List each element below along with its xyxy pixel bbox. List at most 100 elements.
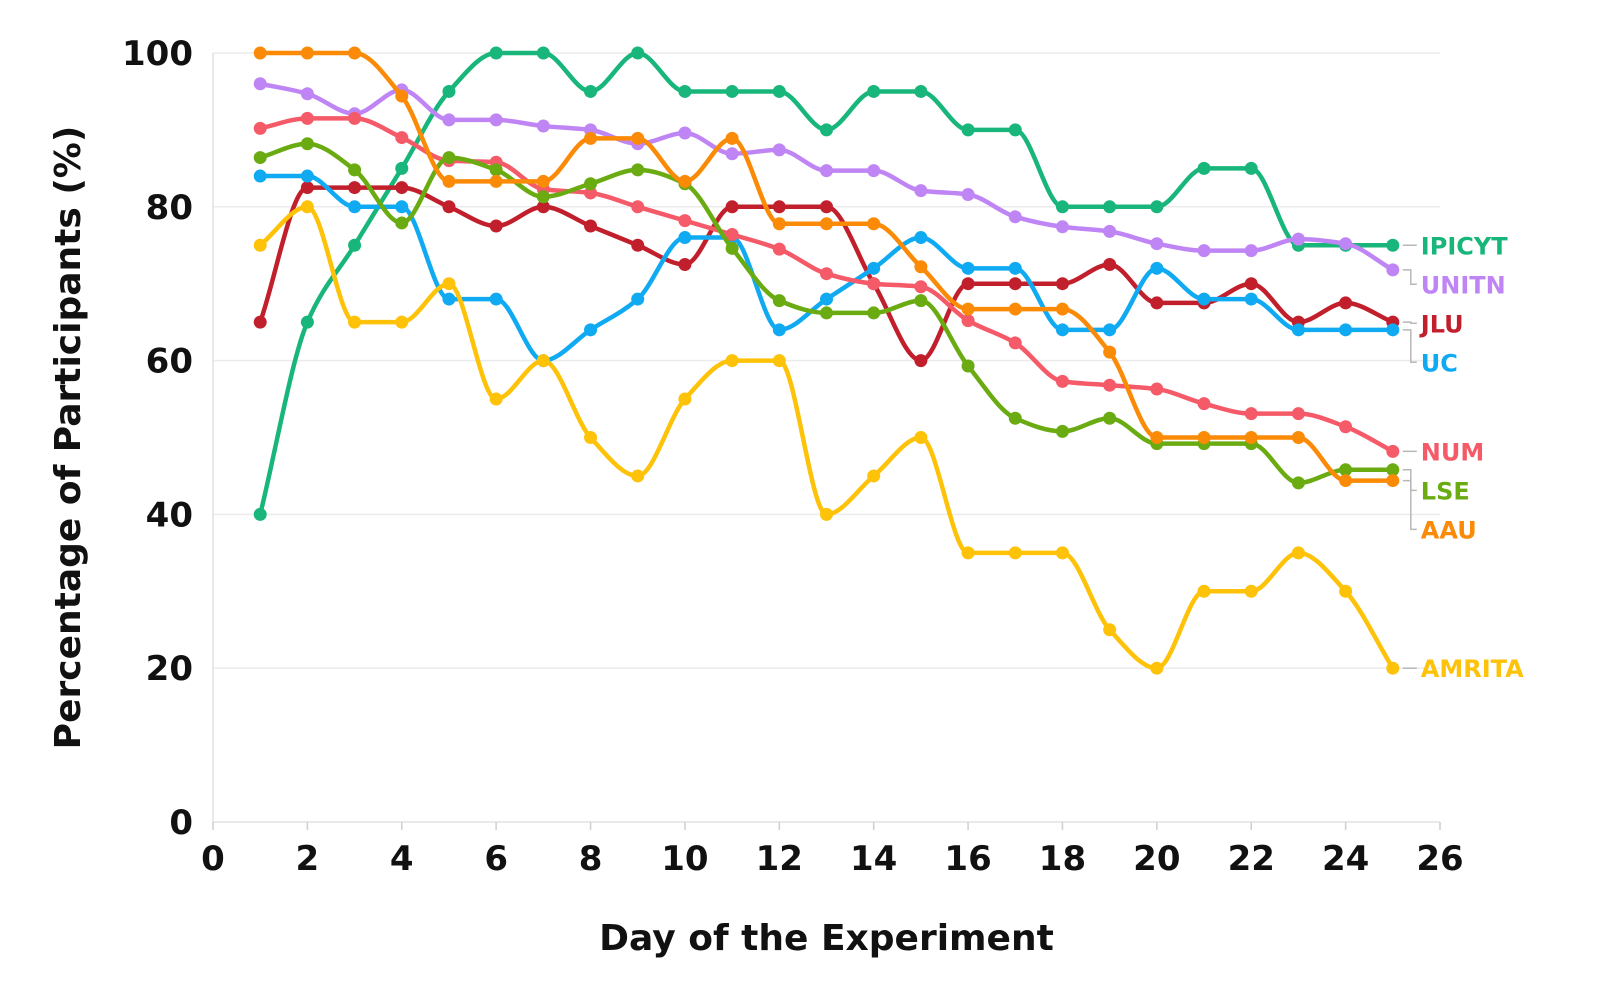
point-unitn-day-5 — [442, 113, 456, 127]
series-label-group-aau: AAU — [1402, 479, 1477, 544]
point-aau-day-1 — [253, 46, 267, 60]
point-num-day-23 — [1291, 407, 1305, 421]
point-aau-day-11 — [725, 131, 739, 145]
point-aau-day-13 — [820, 217, 833, 231]
leader-line-aau — [1402, 479, 1417, 531]
series-ipicyt — [253, 46, 1400, 521]
point-lse-day-17 — [1008, 411, 1022, 425]
leader-line-uc — [1402, 329, 1417, 363]
y-tick-label-80: 80 — [146, 188, 193, 228]
point-aau-day-8 — [584, 131, 598, 145]
point-aau-day-20 — [1150, 431, 1164, 444]
series-label-unitn: UNITN — [1421, 271, 1506, 299]
point-ipicyt-day-13 — [820, 123, 833, 137]
point-unitn-day-10 — [678, 126, 692, 140]
point-uc-day-18 — [1055, 323, 1069, 337]
point-amrita-day-10 — [678, 392, 692, 406]
series-label-group-uc: UC — [1402, 329, 1458, 377]
point-num-day-4 — [395, 131, 409, 145]
y-tick-label-60: 60 — [146, 342, 193, 382]
point-lse-day-24 — [1339, 463, 1353, 477]
point-ipicyt-day-20 — [1150, 200, 1164, 214]
point-amrita-day-18 — [1055, 546, 1069, 560]
point-unitn-day-19 — [1103, 224, 1117, 238]
x-tick-label-24: 24 — [1322, 839, 1369, 879]
point-unitn-day-17 — [1008, 210, 1022, 224]
point-uc-day-4 — [395, 200, 409, 214]
point-amrita-day-14 — [867, 469, 881, 483]
point-ipicyt-day-7 — [536, 46, 550, 60]
point-jlu-day-3 — [348, 181, 362, 195]
point-num-day-11 — [725, 227, 739, 241]
series-label-group-jlu: JLU — [1402, 310, 1464, 338]
x-tick-label-10: 10 — [661, 839, 708, 879]
point-num-day-16 — [961, 314, 975, 328]
point-aau-day-5 — [442, 174, 456, 188]
point-ipicyt-day-8 — [584, 84, 598, 98]
point-uc-day-16 — [961, 261, 975, 275]
x-tick-label-4: 4 — [390, 839, 414, 879]
point-uc-day-10 — [678, 231, 692, 245]
point-amrita-day-17 — [1008, 546, 1022, 560]
point-jlu-day-2 — [300, 181, 314, 195]
leader-line-unitn — [1402, 269, 1417, 285]
series-num — [253, 111, 1400, 458]
point-num-day-22 — [1244, 407, 1258, 421]
series-label-group-unitn: UNITN — [1402, 269, 1506, 299]
point-unitn-day-15 — [914, 184, 928, 198]
point-amrita-day-8 — [584, 431, 598, 444]
series-label-group-lse: LSE — [1402, 469, 1470, 505]
point-num-day-2 — [300, 111, 314, 125]
point-ipicyt-day-14 — [867, 84, 881, 98]
point-amrita-day-20 — [1150, 661, 1164, 675]
x-tick-label-14: 14 — [850, 839, 897, 879]
point-num-day-17 — [1008, 336, 1022, 350]
point-num-day-15 — [914, 280, 928, 294]
point-uc-day-3 — [348, 200, 362, 214]
point-ipicyt-day-15 — [914, 84, 928, 98]
point-unitn-day-18 — [1055, 220, 1069, 234]
point-jlu-day-10 — [678, 257, 692, 271]
point-unitn-day-14 — [867, 164, 881, 178]
point-jlu-day-1 — [253, 315, 267, 329]
point-unitn-day-20 — [1150, 237, 1164, 251]
y-tick-label-0: 0 — [169, 803, 193, 843]
point-amrita-day-7 — [536, 354, 550, 368]
point-num-day-10 — [678, 214, 692, 228]
point-jlu-day-13 — [820, 200, 833, 214]
point-ipicyt-day-11 — [725, 84, 739, 98]
point-uc-day-25 — [1386, 323, 1400, 337]
point-amrita-day-2 — [300, 200, 314, 214]
series-label-group-amrita: AMRITA — [1402, 655, 1524, 683]
point-amrita-day-3 — [348, 315, 362, 329]
point-amrita-day-16 — [961, 546, 975, 560]
point-uc-day-19 — [1103, 323, 1117, 337]
point-lse-day-18 — [1055, 424, 1069, 438]
point-aau-day-17 — [1008, 302, 1022, 316]
x-tick-label-16: 16 — [944, 839, 991, 879]
point-lse-day-5 — [442, 151, 456, 165]
x-tick-label-22: 22 — [1228, 839, 1275, 879]
point-ipicyt-day-4 — [395, 161, 409, 175]
point-num-day-19 — [1103, 378, 1117, 392]
point-lse-day-16 — [961, 359, 975, 373]
series-amrita — [253, 200, 1400, 675]
point-num-day-14 — [867, 277, 881, 291]
point-ipicyt-day-1 — [253, 507, 267, 521]
point-amrita-day-19 — [1103, 623, 1117, 637]
x-tick-label-12: 12 — [756, 839, 803, 879]
series-label-num: NUM — [1421, 438, 1484, 466]
point-uc-day-12 — [772, 323, 786, 337]
point-amrita-day-1 — [253, 238, 267, 252]
point-unitn-day-1 — [253, 77, 267, 91]
point-aau-day-25 — [1386, 474, 1400, 488]
point-uc-day-24 — [1339, 323, 1353, 337]
series-label-aau: AAU — [1421, 516, 1477, 544]
series-aau — [253, 46, 1400, 488]
series-lines — [253, 46, 1400, 675]
point-uc-day-21 — [1197, 292, 1211, 306]
point-unitn-day-6 — [489, 113, 503, 127]
point-unitn-day-23 — [1291, 232, 1305, 246]
point-lse-day-13 — [820, 306, 833, 320]
point-unitn-day-12 — [772, 143, 786, 157]
